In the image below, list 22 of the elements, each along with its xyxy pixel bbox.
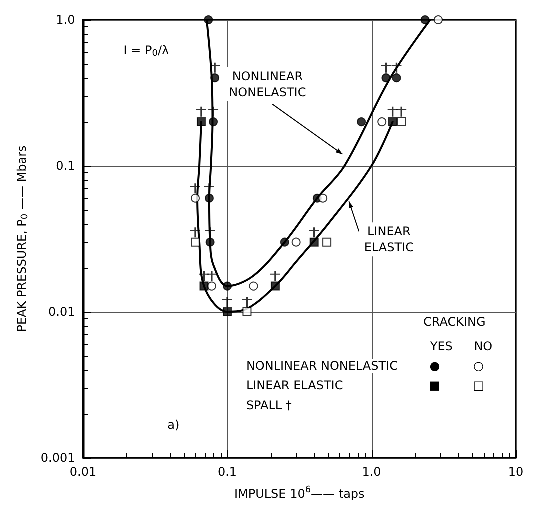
x-tick-label: 0.01 [70,465,97,479]
y-tick-label: 1.0 [56,13,76,27]
y-tick-label: 0.001 [40,451,76,465]
annotation: ■ [429,378,441,393]
y-axis-title: PEAK PRESSURE, P0 —— Mbars [15,146,30,332]
annotation: CRACKING [424,315,486,330]
x-tick-label: 10 [508,465,524,479]
annotation: NONLINEAR NONELASTIC [246,359,398,374]
annotation: a) [168,418,180,432]
annotation: LINEAR ELASTIC [364,224,414,255]
x-tick-label: 1.0 [362,465,382,479]
annotation: YES [429,339,453,354]
annotation: LINEAR ELASTIC [246,378,344,393]
annotation: NO [474,339,493,354]
annotation: ○ [474,359,484,374]
annotation: SPALL † [246,398,292,412]
annotation: ● [430,359,440,374]
annotation: NONLINEAR NONELASTIC [229,69,306,100]
annotation: □ [473,378,484,393]
y-tick-label: 0.01 [48,305,76,319]
x-tick-label: 0.1 [218,465,238,479]
y-tick-label: 0.1 [56,159,76,173]
